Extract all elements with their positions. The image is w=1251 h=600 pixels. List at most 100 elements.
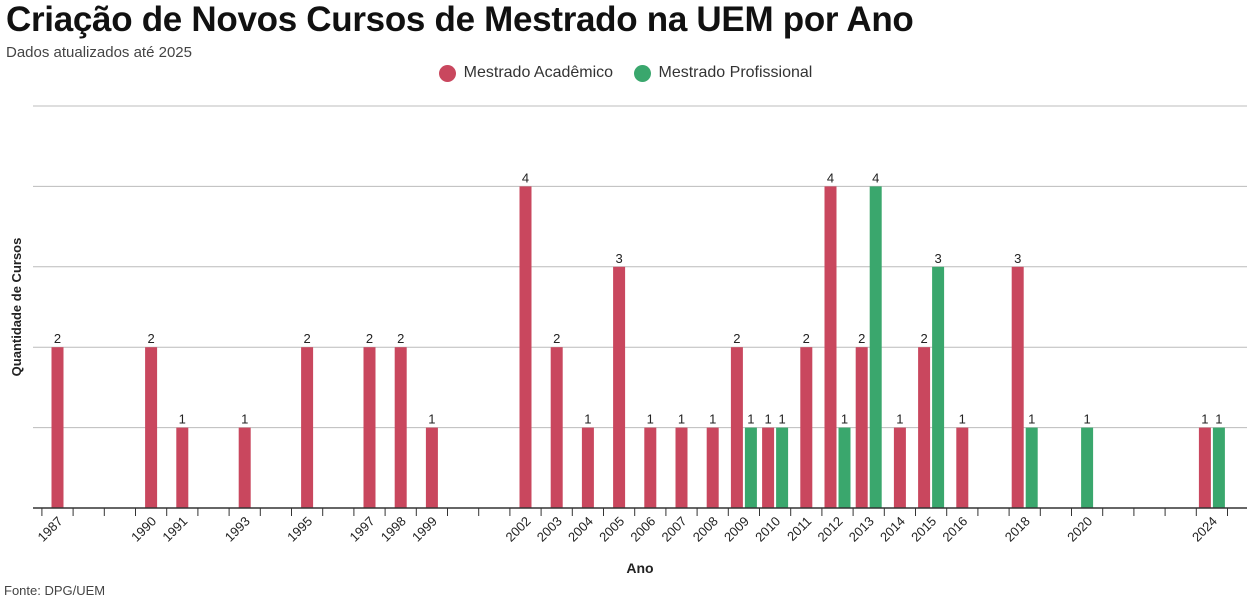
x-tick-label-1995: 1995 — [284, 514, 315, 545]
value-label-1993: 1 — [241, 412, 248, 427]
value-label-2002: 4 — [522, 170, 529, 185]
x-tick-label-2010: 2010 — [752, 514, 783, 545]
bar-academico-1997[interactable] — [363, 347, 376, 508]
bar-profissional-2020[interactable] — [1081, 427, 1094, 508]
gridlines — [33, 105, 1247, 429]
x-tick-label-2013: 2013 — [846, 514, 877, 545]
value-label-2009: 2 — [733, 331, 740, 346]
bar-academico-2014[interactable] — [893, 427, 906, 508]
value-label-2008: 1 — [709, 412, 716, 427]
bar-academico-1999[interactable] — [425, 427, 438, 508]
bar-profissional-2013[interactable] — [869, 186, 882, 508]
value-label-2015: 3 — [934, 251, 941, 266]
bar-academico-2005[interactable] — [613, 266, 626, 508]
value-label-2009: 1 — [747, 412, 754, 427]
x-tick-label-2015: 2015 — [908, 514, 939, 545]
x-tick-label-2011: 2011 — [784, 514, 814, 544]
bar-academico-2015[interactable] — [918, 347, 931, 508]
x-tick-label-1997: 1997 — [347, 514, 378, 545]
legend-dot-profissional — [633, 64, 651, 82]
chart-subtitle: Dados atualizados até 2025 — [6, 44, 192, 61]
value-label-2024: 1 — [1201, 412, 1208, 427]
value-label-2015: 2 — [920, 331, 927, 346]
bar-academico-2011[interactable] — [800, 347, 813, 508]
x-tick-label-1993: 1993 — [222, 514, 253, 545]
x-tick-label-2006: 2006 — [627, 514, 658, 545]
x-tick-label-2018: 2018 — [1002, 514, 1033, 545]
value-label-1987: 2 — [54, 331, 61, 346]
bar-academico-2009[interactable] — [730, 347, 743, 508]
y-axis-label: Quantidade de Cursos — [9, 238, 24, 377]
value-label-2018: 3 — [1014, 251, 1021, 266]
bar-academico-2018[interactable] — [1011, 266, 1024, 508]
value-label-2016: 1 — [959, 412, 966, 427]
value-label-2013: 4 — [872, 170, 879, 185]
value-label-2007: 1 — [678, 412, 685, 427]
bar-academico-2010[interactable] — [762, 427, 775, 508]
x-tick-label-2007: 2007 — [659, 514, 690, 545]
x-tick-label-2024: 2024 — [1189, 514, 1220, 545]
value-label-1998: 2 — [397, 331, 404, 346]
bar-academico-2012[interactable] — [824, 186, 837, 508]
bar-academico-2024[interactable] — [1198, 427, 1211, 508]
source-note: Fonte: DPG/UEM — [4, 583, 106, 598]
bar-profissional-2024[interactable] — [1212, 427, 1225, 508]
x-axis: 1987 1990 1991 1993 1995 1997 1998 1999 2002 2003… — [33, 507, 1247, 545]
bar-academico-2008[interactable] — [706, 427, 719, 508]
bar-academico-2004[interactable] — [581, 427, 594, 508]
value-label-2014: 1 — [896, 412, 903, 427]
value-label-2003: 2 — [553, 331, 560, 346]
x-tick-label-2009: 2009 — [721, 514, 752, 545]
x-tick-label-2002: 2002 — [503, 514, 534, 545]
bar-academico-1991[interactable] — [176, 427, 189, 508]
value-label-1991: 1 — [179, 412, 186, 427]
bar-academico-2013[interactable] — [855, 347, 868, 508]
x-tick-label-2005: 2005 — [596, 514, 627, 545]
bar-academico-2006[interactable] — [644, 427, 657, 508]
bar-profissional-2015[interactable] — [932, 266, 945, 508]
bar-profissional-2009[interactable] — [744, 427, 757, 508]
chart-legend: Mestrado Acadêmico Mestrado Profissional — [0, 64, 1251, 87]
value-label-2020: 1 — [1083, 412, 1090, 427]
bar-academico-2016[interactable] — [956, 427, 969, 508]
x-tick-label-2012: 2012 — [815, 514, 846, 545]
bar-profissional-2010[interactable] — [776, 427, 789, 508]
value-label-2011: 2 — [803, 331, 810, 346]
bar-academico-2002[interactable] — [519, 186, 532, 508]
x-tick-label-1999: 1999 — [409, 514, 440, 545]
legend-dot-academico — [438, 64, 456, 82]
value-label-2012: 4 — [827, 170, 834, 185]
value-label-1990: 2 — [147, 331, 154, 346]
x-tick-label-2014: 2014 — [877, 514, 908, 545]
bar-academico-1993[interactable] — [238, 427, 251, 508]
value-label-2013: 2 — [858, 331, 865, 346]
x-tick-label-2003: 2003 — [534, 514, 565, 545]
value-label-2024: 1 — [1215, 412, 1222, 427]
legend-item-academico[interactable]: Mestrado Acadêmico — [438, 64, 614, 82]
bar-academico-1987[interactable] — [51, 347, 64, 508]
x-tick-label-2004: 2004 — [565, 514, 596, 545]
x-tick-label-1998: 1998 — [378, 514, 409, 545]
bar-academico-1990[interactable] — [145, 347, 158, 508]
legend-item-profissional[interactable]: Mestrado Profissional — [633, 64, 813, 82]
x-tick-label-1987: 1987 — [35, 514, 66, 545]
value-label-2006: 1 — [647, 412, 654, 427]
x-tick-label-2016: 2016 — [939, 514, 970, 545]
value-label-1999: 1 — [428, 412, 435, 427]
bar-profissional-2012[interactable] — [838, 427, 851, 508]
bar-academico-1995[interactable] — [301, 347, 314, 508]
bar-profissional-2018[interactable] — [1025, 427, 1038, 508]
value-label-1997: 2 — [366, 331, 373, 346]
bar-academico-1998[interactable] — [394, 347, 407, 508]
legend-label-profissional: Mestrado Profissional — [658, 64, 813, 81]
legend-label-academico: Mestrado Acadêmico — [463, 64, 614, 81]
bar-academico-2007[interactable] — [675, 427, 688, 508]
value-label-2018: 1 — [1028, 412, 1035, 427]
value-label-1995: 2 — [303, 331, 310, 346]
bar-academico-2003[interactable] — [550, 347, 563, 508]
chart-title: Criação de Novos Cursos de Mestrado na U… — [6, 0, 914, 39]
x-tick-label-1991: 1991 — [159, 514, 190, 545]
x-tick-label-1990: 1990 — [128, 514, 159, 545]
